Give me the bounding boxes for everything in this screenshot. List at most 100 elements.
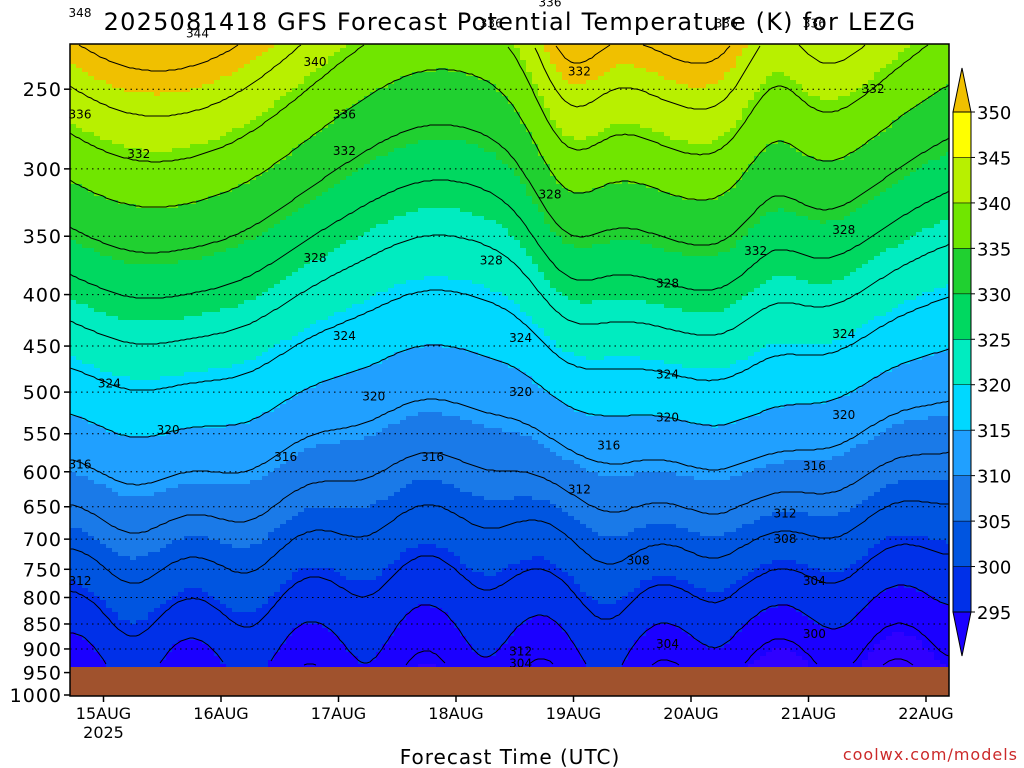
field-cell <box>418 100 425 105</box>
field-cell <box>172 120 179 125</box>
field-cell <box>268 120 275 125</box>
field-cell <box>910 84 917 89</box>
field-cell <box>880 136 887 141</box>
field-cell <box>382 108 389 113</box>
field-cell <box>604 104 611 109</box>
field-cell <box>574 52 581 57</box>
field-cell <box>484 100 491 105</box>
field-cell <box>106 136 113 141</box>
field-cell <box>724 56 731 61</box>
field-cell <box>754 108 761 113</box>
field-cell <box>286 144 293 149</box>
field-cell <box>172 108 179 113</box>
field-cell <box>562 128 569 133</box>
field-cell <box>754 76 761 81</box>
field-cell <box>496 64 503 69</box>
field-cell <box>628 72 635 77</box>
field-cell <box>886 100 893 105</box>
field-cell <box>190 172 197 177</box>
field-cell <box>148 120 155 125</box>
field-cell <box>706 56 713 61</box>
field-cell <box>172 116 179 121</box>
field-cell <box>214 164 221 169</box>
field-cell <box>220 128 227 133</box>
field-cell <box>424 48 431 53</box>
field-cell <box>550 92 557 97</box>
field-cell <box>466 92 473 97</box>
field-cell <box>106 160 113 165</box>
field-cell <box>292 108 299 113</box>
field-cell <box>664 104 671 109</box>
field-cell <box>94 72 101 77</box>
field-cell <box>454 72 461 77</box>
field-cell <box>544 176 551 181</box>
field-cell <box>382 124 389 129</box>
field-cell <box>724 136 731 141</box>
field-cell <box>604 60 611 65</box>
field-cell <box>238 104 245 109</box>
field-cell <box>280 100 287 105</box>
field-cell <box>856 128 863 133</box>
field-cell <box>280 72 287 77</box>
field-cell <box>886 112 893 117</box>
field-cell <box>88 76 95 81</box>
field-cell <box>568 108 575 113</box>
field-cell <box>292 112 299 117</box>
field-cell <box>364 160 371 165</box>
field-cell <box>268 96 275 101</box>
field-cell <box>772 176 779 181</box>
field-cell <box>886 116 893 121</box>
field-cell <box>670 60 677 65</box>
field-cell <box>850 144 857 149</box>
field-cell <box>712 108 719 113</box>
field-cell <box>94 132 101 137</box>
field-cell <box>124 52 131 57</box>
field-cell <box>616 112 623 117</box>
field-cell <box>346 56 353 61</box>
field-cell <box>730 120 737 125</box>
field-cell <box>856 112 863 117</box>
field-cell <box>796 144 803 149</box>
field-cell <box>874 76 881 81</box>
field-cell <box>682 168 689 173</box>
field-cell <box>430 120 437 125</box>
field-cell <box>928 124 935 129</box>
field-cell <box>76 72 83 77</box>
field-cell <box>262 144 269 149</box>
field-cell <box>196 156 203 161</box>
field-cell <box>826 68 833 73</box>
field-cell <box>250 92 257 97</box>
field-cell <box>598 172 605 177</box>
field-cell <box>148 48 155 53</box>
field-cell <box>112 48 119 53</box>
field-cell <box>598 160 605 165</box>
field-cell <box>106 124 113 129</box>
field-cell <box>532 84 539 89</box>
field-cell <box>286 64 293 69</box>
field-cell <box>496 160 503 165</box>
field-cell <box>88 100 95 105</box>
field-cell <box>160 104 167 109</box>
field-cell <box>490 144 497 149</box>
field-cell <box>700 84 707 89</box>
field-cell <box>904 96 911 101</box>
field-cell <box>892 148 899 153</box>
field-cell <box>340 96 347 101</box>
field-cell <box>598 76 605 81</box>
field-cell <box>280 136 287 141</box>
field-cell <box>406 56 413 61</box>
field-cell <box>838 120 845 125</box>
field-cell <box>352 80 359 85</box>
field-cell <box>688 172 695 177</box>
field-cell <box>226 132 233 137</box>
field-cell <box>706 176 713 181</box>
field-cell <box>670 96 677 101</box>
field-cell <box>520 112 527 117</box>
field-cell <box>580 136 587 141</box>
field-cell <box>424 152 431 157</box>
field-cell <box>634 48 641 53</box>
field-cell <box>166 80 173 85</box>
field-cell <box>178 152 185 157</box>
field-cell <box>166 148 173 153</box>
field-cell <box>460 116 467 121</box>
